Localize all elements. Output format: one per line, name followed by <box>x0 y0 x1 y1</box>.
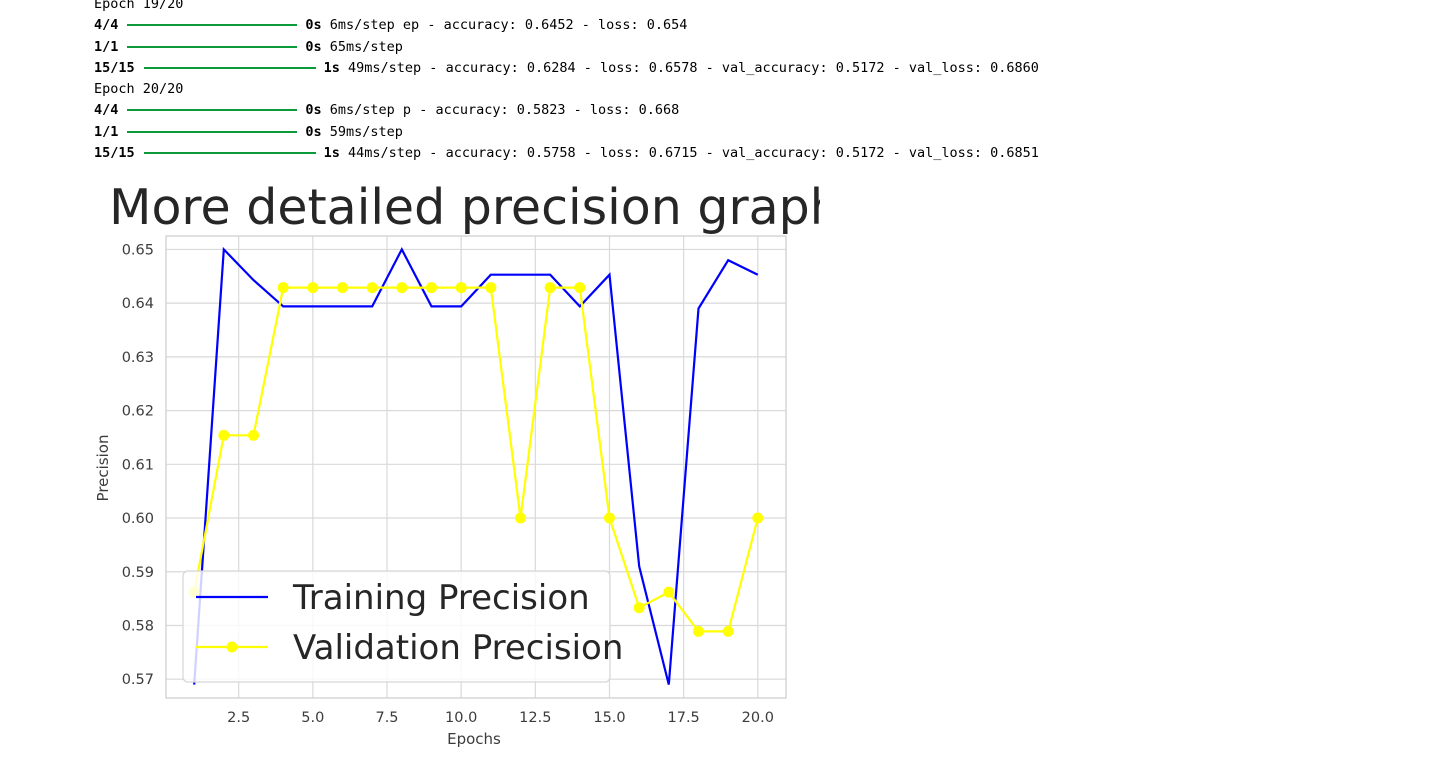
metrics-text: 6ms/step p - accuracy: 0.5823 - loss: 0.… <box>321 102 680 119</box>
y-tick-label: 0.61 <box>122 457 154 473</box>
x-tick-label: 15.0 <box>593 710 625 726</box>
legend-validation-marker <box>226 641 238 653</box>
metrics-text: 65ms/step <box>321 38 403 55</box>
chart-title: More detailed precision graph <box>109 179 820 236</box>
validation-point <box>307 282 319 294</box>
validation-point <box>426 282 438 294</box>
progress-bar <box>127 24 298 27</box>
y-axis-label: Precision <box>94 435 112 502</box>
elapsed-time: 1s <box>323 145 340 162</box>
validation-point <box>337 282 349 294</box>
x-tick-label: 7.5 <box>375 710 398 726</box>
validation-point <box>692 625 704 637</box>
y-tick-label: 0.63 <box>122 350 154 366</box>
plot-frame <box>165 235 787 699</box>
metrics-text: 49ms/step - accuracy: 0.6284 - loss: 0.6… <box>339 59 1039 76</box>
x-axis-label: Epochs <box>447 730 501 748</box>
validation-point <box>396 282 408 294</box>
epoch-label: Epoch 20/20 <box>94 81 184 98</box>
validation-point <box>455 282 467 294</box>
x-tick-label: 10.0 <box>445 710 477 726</box>
legend-training-label: Training Precision <box>292 578 590 618</box>
step-count: 15/15 <box>94 59 135 76</box>
progress-bar <box>143 152 316 155</box>
step-count: 1/1 <box>94 38 119 55</box>
y-tick-label: 0.65 <box>122 242 154 258</box>
elapsed-time: 0s <box>305 123 322 140</box>
progress-line: 1/1 0s 65ms/step <box>94 37 1039 58</box>
progress-line: 15/15 1s 44ms/step - accuracy: 0.5758 - l… <box>94 143 1039 164</box>
elapsed-time: 0s <box>305 38 322 55</box>
progress-bar <box>127 109 298 112</box>
validation-point <box>574 282 586 294</box>
progress-line: 15/15 1s 49ms/step - accuracy: 0.6284 - l… <box>94 58 1039 79</box>
validation-point <box>485 282 497 294</box>
validation-point <box>663 586 675 598</box>
epoch-label: Epoch 19/20 <box>94 0 184 12</box>
validation-point <box>248 429 260 441</box>
progress-bar <box>127 130 298 133</box>
step-count: 15/15 <box>94 145 135 162</box>
validation-point <box>633 602 645 614</box>
validation-point <box>544 282 556 294</box>
metrics-text: 59ms/step <box>321 123 403 140</box>
validation-point <box>752 512 764 524</box>
metrics-text: 6ms/step ep - accuracy: 0.6452 - loss: 0… <box>321 17 688 34</box>
progress-line: 1/1 0s 59ms/step <box>94 122 1039 143</box>
training-log: Epoch 19/20 4/4 0s 6ms/step ep - accuracy:… <box>94 0 1039 164</box>
precision-chart: More detailed precision graph 2.5 5.0 7.5 10… <box>94 179 820 748</box>
progress-bar <box>127 45 298 48</box>
step-count: 1/1 <box>94 123 119 140</box>
legend-box <box>182 570 611 683</box>
x-tick-label: 20.0 <box>742 710 774 726</box>
y-tick-label: 0.60 <box>122 511 154 527</box>
step-count: 4/4 <box>94 102 119 119</box>
progress-line: 4/4 0s 6ms/step p - accuracy: 0.5823 - lo… <box>94 100 1039 121</box>
epoch-header: Epoch 19/20 <box>94 0 1039 15</box>
metrics-text: 44ms/step - accuracy: 0.5758 - loss: 0.6… <box>339 145 1039 162</box>
elapsed-time: 0s <box>305 102 322 119</box>
x-tick-label: 2.5 <box>227 710 250 726</box>
validation-point <box>603 512 615 524</box>
validation-point <box>514 512 526 524</box>
y-tick-label: 0.57 <box>122 672 154 688</box>
y-tick-label: 0.58 <box>122 618 154 634</box>
y-tick-label: 0.64 <box>122 296 154 312</box>
progress-line: 4/4 0s 6ms/step ep - accuracy: 0.6452 - l… <box>94 15 1039 36</box>
validation-point <box>722 625 734 637</box>
validation-point <box>218 429 230 441</box>
training-precision-line <box>193 246 759 685</box>
x-tick-label: 17.5 <box>668 710 700 726</box>
elapsed-time: 0s <box>305 17 322 34</box>
step-count: 4/4 <box>94 17 119 34</box>
elapsed-time: 1s <box>323 59 340 76</box>
validation-point <box>366 282 378 294</box>
x-tick-label: 12.5 <box>519 710 551 726</box>
epoch-header: Epoch 20/20 <box>94 79 1039 100</box>
progress-bar <box>143 66 316 69</box>
legend-validation-label: Validation Precision <box>293 628 623 668</box>
y-tick-label: 0.59 <box>122 565 154 581</box>
x-tick-label: 5.0 <box>301 710 324 726</box>
validation-point <box>277 282 289 294</box>
y-tick-label: 0.62 <box>122 404 154 420</box>
